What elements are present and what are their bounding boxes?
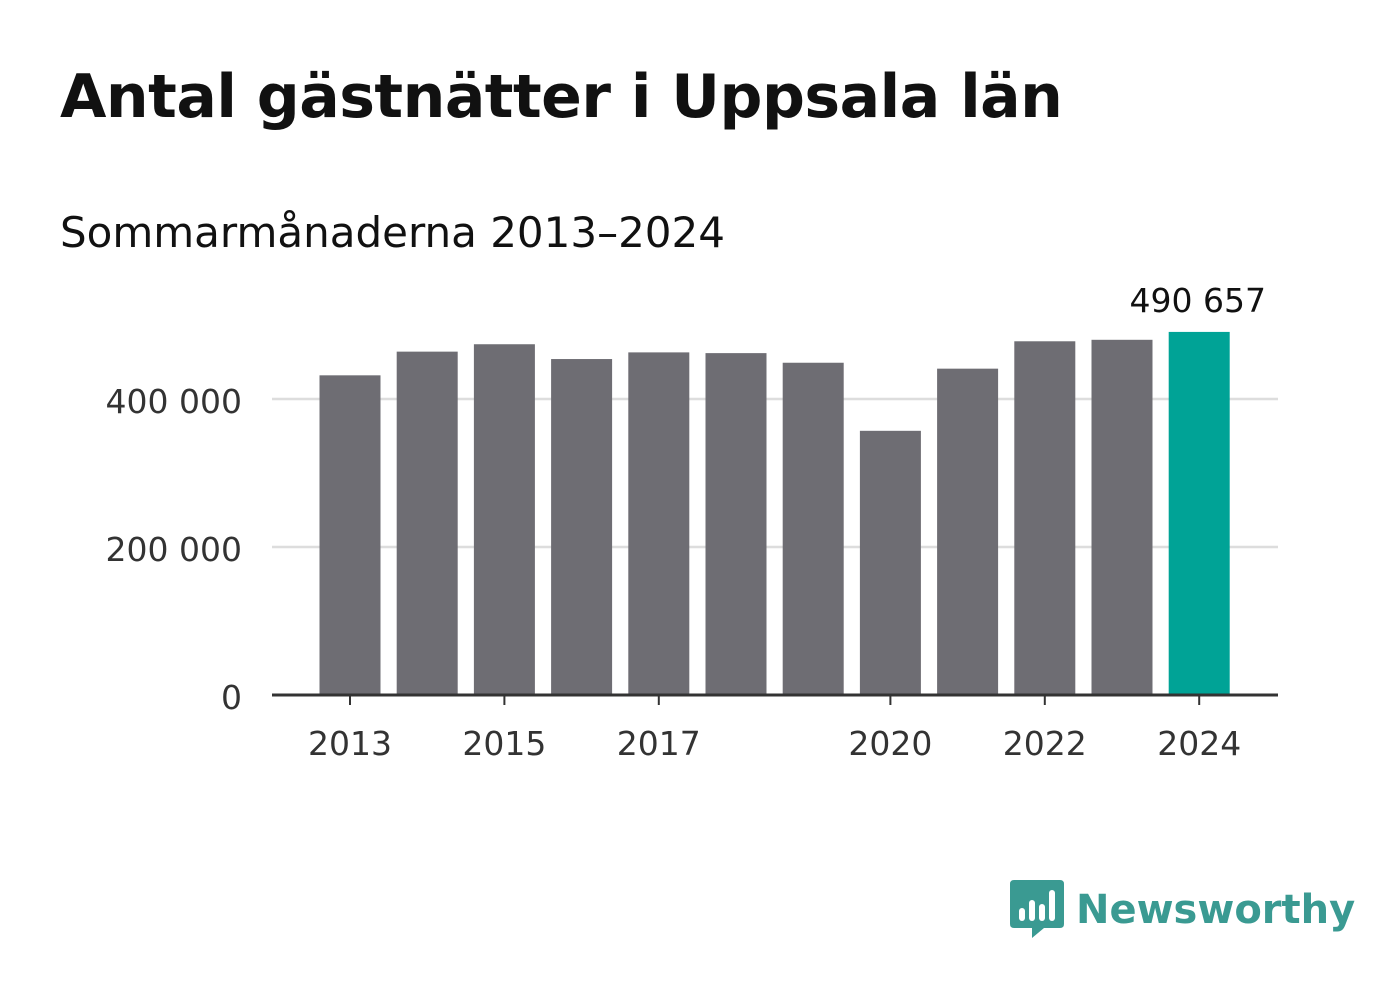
bar-2022 (1014, 341, 1076, 695)
x-tick-label: 2020 (848, 724, 932, 763)
y-tick-label: 200 000 (106, 530, 242, 569)
chart-title: Antal gästnätter i Uppsala län (60, 62, 1063, 132)
y-tick-label: 400 000 (106, 382, 242, 421)
brand-name: Newsworthy (1076, 887, 1356, 933)
brand: Newsworthy (1010, 880, 1355, 940)
bar-2024 (1168, 331, 1230, 695)
bar-2015 (473, 344, 535, 695)
bar-2020 (859, 430, 921, 695)
chart-subtitle: Sommarmånaderna 2013–2024 (60, 208, 725, 257)
bar-2019 (782, 362, 844, 695)
x-tick-label: 2017 (617, 724, 701, 763)
bar-2021 (937, 368, 999, 695)
data-label: 490 657 (1130, 281, 1266, 320)
x-tick-label: 2015 (462, 724, 546, 763)
bar-2013 (319, 375, 381, 695)
bar-2017 (628, 352, 690, 695)
bar-2014 (396, 351, 458, 695)
bar-2018 (705, 353, 767, 695)
x-tick-label: 2022 (1003, 724, 1087, 763)
bar-2023 (1091, 339, 1153, 695)
bar-2016 (551, 359, 613, 695)
y-tick-label: 0 (221, 678, 242, 717)
x-tick-label: 2024 (1157, 724, 1241, 763)
newsworthy-logo-icon (1010, 880, 1064, 938)
x-tick-label: 2013 (308, 724, 392, 763)
